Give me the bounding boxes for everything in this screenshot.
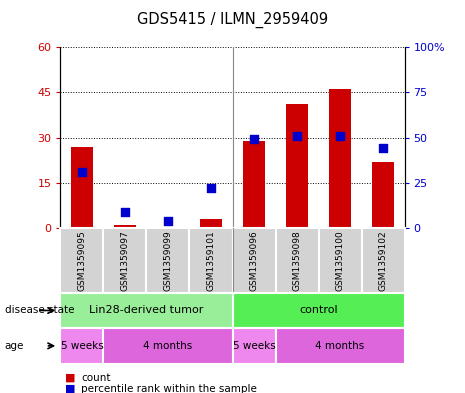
- Bar: [190, 228, 232, 293]
- Text: GSM1359098: GSM1359098: [292, 230, 301, 291]
- Bar: [71, 147, 93, 228]
- Bar: [319, 228, 362, 293]
- Text: 5 weeks: 5 weeks: [232, 341, 275, 351]
- Point: [250, 136, 258, 143]
- Bar: [275, 228, 319, 293]
- Bar: [372, 162, 394, 228]
- Bar: [60, 328, 103, 364]
- Bar: [103, 228, 146, 293]
- Text: ■: ■: [65, 384, 76, 393]
- Text: GSM1359102: GSM1359102: [379, 230, 387, 291]
- Bar: [60, 293, 232, 328]
- Bar: [329, 89, 351, 228]
- Bar: [114, 225, 136, 228]
- Point: [293, 132, 301, 139]
- Text: GSM1359100: GSM1359100: [336, 230, 345, 291]
- Text: GDS5415 / ILMN_2959409: GDS5415 / ILMN_2959409: [137, 12, 328, 28]
- Text: GSM1359101: GSM1359101: [206, 230, 215, 291]
- Text: control: control: [299, 305, 338, 316]
- Text: GSM1359097: GSM1359097: [120, 230, 129, 291]
- Text: GSM1359099: GSM1359099: [164, 230, 173, 291]
- Bar: [286, 105, 308, 228]
- Text: 5 weeks: 5 weeks: [60, 341, 103, 351]
- Point: [164, 218, 172, 224]
- Text: GSM1359096: GSM1359096: [250, 230, 259, 291]
- Point: [121, 209, 129, 215]
- Bar: [232, 328, 275, 364]
- Bar: [60, 228, 103, 293]
- Bar: [103, 328, 232, 364]
- Bar: [232, 293, 405, 328]
- Point: [207, 185, 215, 191]
- Bar: [362, 228, 405, 293]
- Text: count: count: [81, 373, 111, 383]
- Text: Lin28-derived tumor: Lin28-derived tumor: [89, 305, 204, 316]
- Bar: [200, 219, 222, 228]
- Bar: [146, 228, 190, 293]
- Bar: [275, 328, 405, 364]
- Text: age: age: [5, 341, 24, 351]
- Text: percentile rank within the sample: percentile rank within the sample: [81, 384, 257, 393]
- Text: disease state: disease state: [5, 305, 74, 316]
- Text: GSM1359095: GSM1359095: [78, 230, 86, 291]
- Point: [379, 145, 387, 152]
- Point: [336, 132, 344, 139]
- Bar: [243, 141, 265, 228]
- Text: ■: ■: [65, 373, 76, 383]
- Bar: [232, 228, 275, 293]
- Text: 4 months: 4 months: [143, 341, 193, 351]
- Text: 4 months: 4 months: [315, 341, 365, 351]
- Point: [78, 169, 86, 175]
